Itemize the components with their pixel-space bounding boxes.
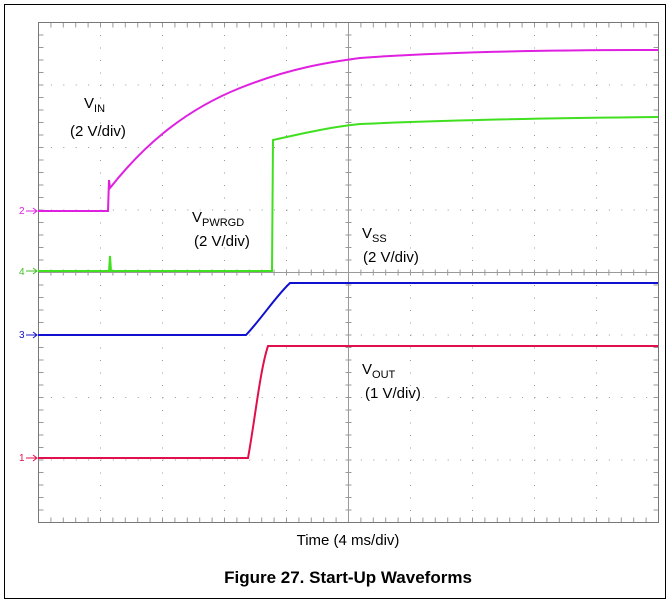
trace-sub: SS (372, 233, 387, 245)
trace-vin (38, 49, 659, 212)
channel-label: 3 (19, 330, 25, 341)
trace-main: V (192, 209, 202, 226)
channel-label: 4 (19, 267, 25, 278)
x-axis-label: Time (4 ms/div) (297, 532, 400, 549)
trace-pwrgd (38, 116, 659, 272)
trace-vout (38, 345, 658, 459)
channel-label: 2 (19, 206, 25, 217)
trace-sub: OUT (372, 369, 396, 381)
trace-name: VOUT (362, 361, 396, 381)
trace-sub: PWRGD (202, 217, 244, 229)
trace-name: VPWRGD (192, 209, 244, 229)
trace-main: V (362, 225, 372, 242)
channel-arrow (26, 454, 38, 462)
figure-border (4, 4, 666, 599)
channel-arrow (26, 267, 38, 275)
trace-scale: (2 V/div) (194, 233, 250, 250)
trace-main: V (84, 95, 94, 112)
trace-name: VIN (84, 95, 105, 115)
trace-vss (38, 282, 658, 336)
channel-label: 1 (19, 453, 25, 464)
trace-scale: (2 V/div) (70, 123, 126, 140)
trace-scale: (1 V/div) (365, 385, 421, 402)
trace-sub: IN (94, 103, 105, 115)
channel-arrow (26, 331, 38, 339)
trace-name: VSS (362, 225, 387, 245)
scope-frame (38, 22, 659, 523)
caption: Figure 27. Start-Up Waveforms (224, 568, 472, 587)
trace-scale: (2 V/div) (363, 249, 419, 266)
channel-markers: 2 4 3 1 (19, 206, 38, 464)
trace-main: V (362, 361, 372, 378)
channel-arrow (26, 207, 38, 215)
